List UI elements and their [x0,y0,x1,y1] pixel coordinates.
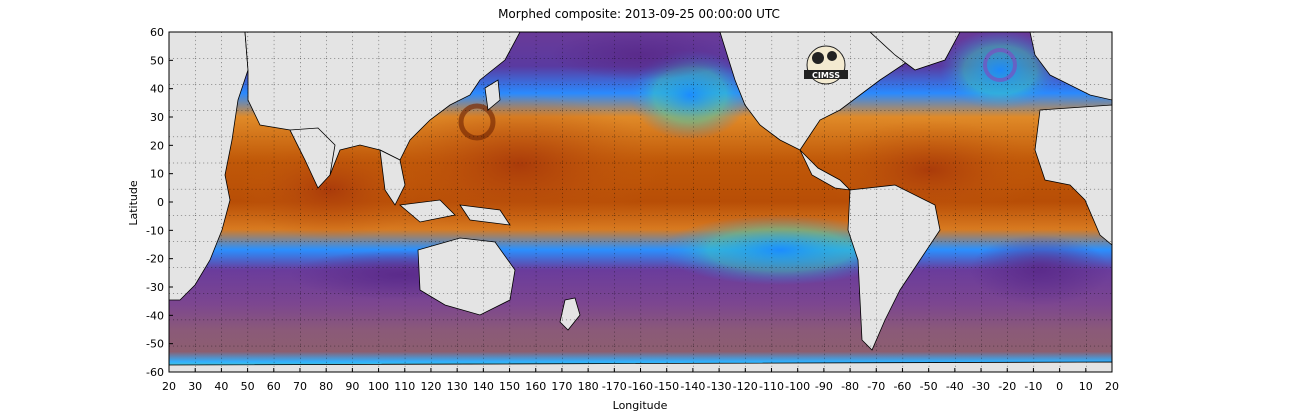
y-tick-label: -60 [146,366,164,379]
x-axis-ticks: 20 30 40 50 60 70 80 90 100 110 120 130 140 150 160 170… [162,368,1119,393]
x-tick-label: 110 [394,380,415,393]
y-tick-label: -40 [146,309,164,322]
y-tick-label: 50 [150,54,164,67]
x-tick-label: -40 [946,380,964,393]
x-tick-label: 70 [293,380,307,393]
x-tick-label: -20 [998,380,1016,393]
x-tick-label: -50 [920,380,938,393]
y-tick-label: -10 [146,224,164,237]
x-tick-label: -150 [654,380,679,393]
x-tick-label: 60 [267,380,281,393]
y-tick-label: -30 [146,281,164,294]
x-tick-label: -130 [707,380,732,393]
cimss-logo-icon [804,45,848,85]
map-title: Morphed composite: 2013-09-25 00:00:00 U… [498,7,780,21]
x-tick-label: -30 [972,380,990,393]
cimss-logo-text: CIMSS [812,71,840,80]
x-tick-label: -90 [815,380,833,393]
y-axis-ticks: 60 50 40 30 20 10 0 -10 -20 -30 -40 -50 -60 [146,26,173,379]
x-tick-label: 80 [319,380,333,393]
x-tick-label: 170 [551,380,572,393]
x-tick-label: 30 [188,380,202,393]
x-tick-label: 140 [473,380,494,393]
x-tick-label: -160 [628,380,653,393]
x-axis-label: Longitude [613,399,668,412]
y-tick-label: 30 [150,111,164,124]
x-tick-label: -100 [785,380,810,393]
y-tick-label: 60 [150,26,164,39]
x-tick-label: 120 [420,380,441,393]
x-tick-label: 50 [241,380,255,393]
y-tick-label: -20 [146,253,164,266]
y-tick-label: 0 [157,196,164,209]
x-tick-label: 100 [368,380,389,393]
x-tick-label: 20 [162,380,176,393]
x-tick-label: 0 [1056,380,1063,393]
x-tick-label: -110 [759,380,784,393]
x-tick-label: 20 [1105,380,1119,393]
x-tick-label: 180 [578,380,599,393]
y-axis-label: Latitude [127,180,140,226]
x-tick-label: -120 [733,380,758,393]
x-tick-label: -80 [841,380,859,393]
x-tick-label: -170 [602,380,627,393]
x-tick-label: 40 [214,380,228,393]
x-tick-label: 90 [345,380,359,393]
map-field [169,32,1112,372]
y-tick-label: 20 [150,139,164,152]
x-tick-label: 130 [447,380,468,393]
x-tick-label: -60 [893,380,911,393]
x-tick-label: -70 [867,380,885,393]
y-tick-label: 40 [150,83,164,96]
x-tick-label: 10 [1079,380,1093,393]
x-tick-label: -10 [1024,380,1042,393]
x-tick-label: 160 [525,380,546,393]
x-tick-label: -140 [680,380,705,393]
y-tick-label: 10 [150,168,164,181]
x-tick-label: 150 [499,380,520,393]
y-tick-label: -50 [146,338,164,351]
